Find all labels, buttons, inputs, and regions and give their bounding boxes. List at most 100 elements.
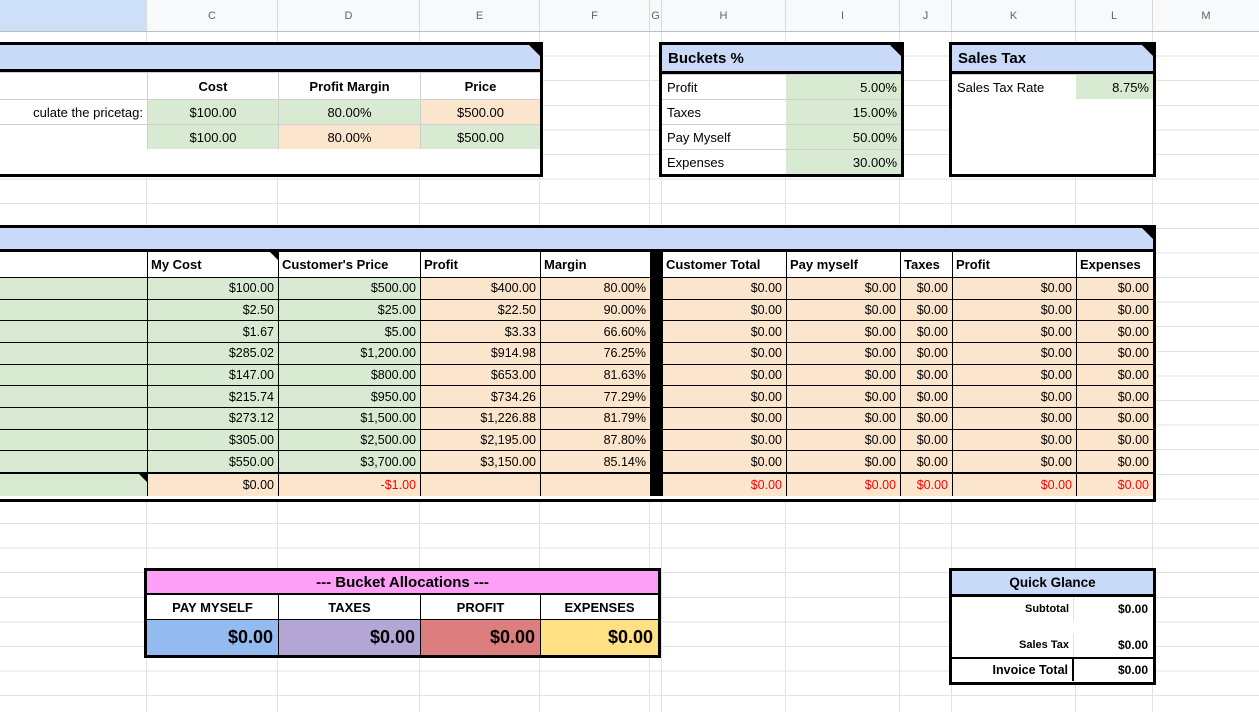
my-cost-cell[interactable]: $215.74 [147,386,278,408]
header-pay-myself[interactable]: Pay myself [786,252,900,277]
expenses-cell[interactable]: $0.00 [1076,299,1153,321]
profit-cell[interactable]: $3,150.00 [420,451,540,473]
profit-bucket-cell[interactable]: $0.00 [952,386,1076,408]
invoice-total-value[interactable]: $0.00 [1117,663,1148,677]
profit-cell[interactable]: $653.00 [420,364,540,386]
margin-cell[interactable]: 85.14% [540,451,650,473]
pricing-table-title-band[interactable] [0,45,540,72]
taxes-cell[interactable]: $0.00 [900,408,952,429]
column-header-i[interactable]: I [785,0,899,31]
column-header-h[interactable]: H [661,0,785,31]
pay-myself-cell[interactable]: $0.00 [786,364,900,386]
bucket-value-expenses[interactable]: 30.00% [786,150,901,174]
item-name-cell[interactable] [0,408,147,429]
pricing-header-blank-cell[interactable] [0,72,147,99]
sales-tax-value[interactable]: $0.00 [1117,638,1148,652]
taxes-cell[interactable]: $0.00 [900,386,952,408]
customer-total-cell[interactable]: $0.00 [662,364,786,386]
pay-myself-cell[interactable]: $0.00 [786,429,900,451]
column-header-k[interactable]: K [951,0,1075,31]
sales-tax-title-band[interactable]: Sales Tax [952,45,1153,74]
cost-input-cell[interactable]: $100.00 [147,99,278,124]
invoice-total-label[interactable]: Invoice Total [952,659,1074,681]
selected-columns-highlight[interactable] [0,0,146,31]
item-name-cell[interactable] [0,386,147,408]
profit-cell[interactable]: $914.98 [420,343,540,364]
profit-bucket-cell[interactable]: $0.00 [952,364,1076,386]
total-pay-myself[interactable]: $0.00 [786,474,900,496]
customers-price-cell[interactable]: $500.00 [278,278,420,299]
customers-price-cell[interactable]: $1,200.00 [278,343,420,364]
sales-tax-rate-value[interactable]: 8.75% [1076,75,1153,99]
alloc-value-taxes[interactable]: $0.00 [278,620,420,655]
column-header-f[interactable]: F [539,0,649,31]
quick-glance-title-band[interactable]: Quick Glance [952,571,1153,597]
taxes-cell[interactable]: $0.00 [900,343,952,364]
profit-margin-input-cell[interactable]: 80.00% [278,99,420,124]
alloc-value-expenses[interactable]: $0.00 [540,620,658,655]
pricing-row-label[interactable]: culate the pricetag: [0,99,147,124]
alloc-header-expenses[interactable]: EXPENSES [540,595,658,619]
subtotal-label[interactable]: Subtotal [952,597,1074,621]
header-customer-total[interactable]: Customer Total [662,252,786,277]
margin-cell[interactable]: 77.29% [540,386,650,408]
expenses-cell[interactable]: $0.00 [1076,386,1153,408]
bucket-label-pay-myself[interactable]: Pay Myself [662,125,786,149]
pricing-header-cost[interactable]: Cost [147,72,278,99]
taxes-cell[interactable]: $0.00 [900,364,952,386]
expenses-cell[interactable]: $0.00 [1076,408,1153,429]
total-expenses[interactable]: $0.00 [1076,474,1153,496]
item-name-cell[interactable] [0,451,147,473]
items-table-title-band[interactable] [0,228,1153,252]
my-cost-cell[interactable]: $147.00 [147,364,278,386]
alloc-header-taxes[interactable]: TAXES [278,595,420,619]
profit-bucket-cell[interactable]: $0.00 [952,408,1076,429]
bucket-label-taxes[interactable]: Taxes [662,100,786,124]
margin-cell[interactable]: 90.00% [540,299,650,321]
bucket-label-expenses[interactable]: Expenses [662,150,786,174]
item-name-cell[interactable] [0,321,147,343]
profit-bucket-cell[interactable]: $0.00 [952,321,1076,343]
expenses-cell[interactable]: $0.00 [1076,343,1153,364]
header-my-cost[interactable]: My Cost [147,252,278,277]
customer-total-cell[interactable]: $0.00 [662,386,786,408]
expenses-cell[interactable]: $0.00 [1076,278,1153,299]
taxes-cell[interactable]: $0.00 [900,278,952,299]
pay-myself-cell[interactable]: $0.00 [786,278,900,299]
expenses-cell[interactable]: $0.00 [1076,364,1153,386]
margin-cell[interactable]: 76.25% [540,343,650,364]
total-customer-price[interactable]: -$1.00 [278,474,420,496]
pricing-header-profit-margin[interactable]: Profit Margin [278,72,420,99]
profit-bucket-cell[interactable]: $0.00 [952,343,1076,364]
taxes-cell[interactable]: $0.00 [900,451,952,473]
pricing-header-price[interactable]: Price [420,72,540,99]
expenses-cell[interactable]: $0.00 [1076,451,1153,473]
customers-price-cell[interactable]: $800.00 [278,364,420,386]
total-taxes[interactable]: $0.00 [900,474,952,496]
item-name-cell[interactable] [0,429,147,451]
bucket-value-profit[interactable]: 5.00% [786,75,901,99]
pay-myself-cell[interactable]: $0.00 [786,343,900,364]
alloc-value-pay-myself[interactable]: $0.00 [147,620,278,655]
total-my-cost[interactable]: $0.00 [147,474,278,496]
item-name-cell[interactable] [0,364,147,386]
item-name-cell[interactable] [0,299,147,321]
customers-price-cell[interactable]: $2,500.00 [278,429,420,451]
alloc-header-profit[interactable]: PROFIT [420,595,540,619]
profit-cell[interactable]: $2,195.00 [420,429,540,451]
item-name-cell[interactable] [0,278,147,299]
customer-total-cell[interactable]: $0.00 [662,343,786,364]
sales-tax-rate-label[interactable]: Sales Tax Rate [952,75,1076,99]
item-name-header-blank[interactable] [0,252,147,277]
item-name-cell[interactable] [0,343,147,364]
header-taxes[interactable]: Taxes [900,252,952,277]
profit-bucket-cell[interactable]: $0.00 [952,299,1076,321]
profit-bucket-cell[interactable]: $0.00 [952,451,1076,473]
customers-price-cell[interactable]: $950.00 [278,386,420,408]
pay-myself-cell[interactable]: $0.00 [786,299,900,321]
cost-input-cell[interactable]: $100.00 [147,124,278,149]
customer-total-cell[interactable]: $0.00 [662,408,786,429]
header-margin[interactable]: Margin [540,252,650,277]
margin-cell[interactable]: 66.60% [540,321,650,343]
margin-cell[interactable]: 87.80% [540,429,650,451]
